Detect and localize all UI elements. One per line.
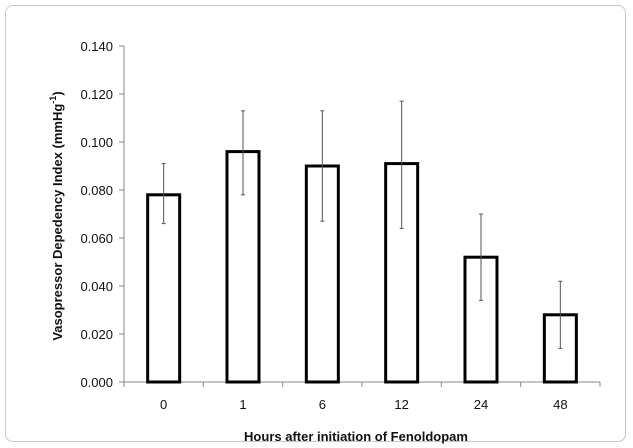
y-tick-label: 0.000 — [80, 375, 113, 390]
x-axis: 0 1 6 12 24 48 — [123, 381, 601, 412]
y-axis-title: Vasopressor Depedency Index (mmHg-1) — [48, 91, 65, 340]
y-tick-label: 0.060 — [80, 231, 113, 246]
y-tick-label: 0.080 — [80, 183, 113, 198]
bar — [146, 193, 182, 384]
y-axis: 0.000 0.020 0.040 0.060 0.080 0.100 0.120 0.140 — [80, 39, 125, 390]
x-tick-label: 0 — [160, 397, 167, 412]
y-tick-label: 0.040 — [80, 279, 113, 294]
bars — [146, 150, 578, 384]
y-tick-label: 0.120 — [80, 87, 113, 102]
y-tick-label: 0.020 — [80, 327, 113, 342]
x-tick-label: 24 — [474, 397, 488, 412]
x-tick-label: 6 — [319, 397, 326, 412]
x-tick-label: 12 — [394, 397, 408, 412]
y-tick-label: 0.140 — [80, 39, 113, 54]
x-tick-label: 48 — [553, 397, 567, 412]
x-tick-label: 1 — [239, 397, 246, 412]
error-bars — [161, 100, 563, 349]
y-tick-label: 0.100 — [80, 135, 113, 150]
x-axis-title: Hours after initiation of Fenoldopam — [244, 429, 468, 444]
